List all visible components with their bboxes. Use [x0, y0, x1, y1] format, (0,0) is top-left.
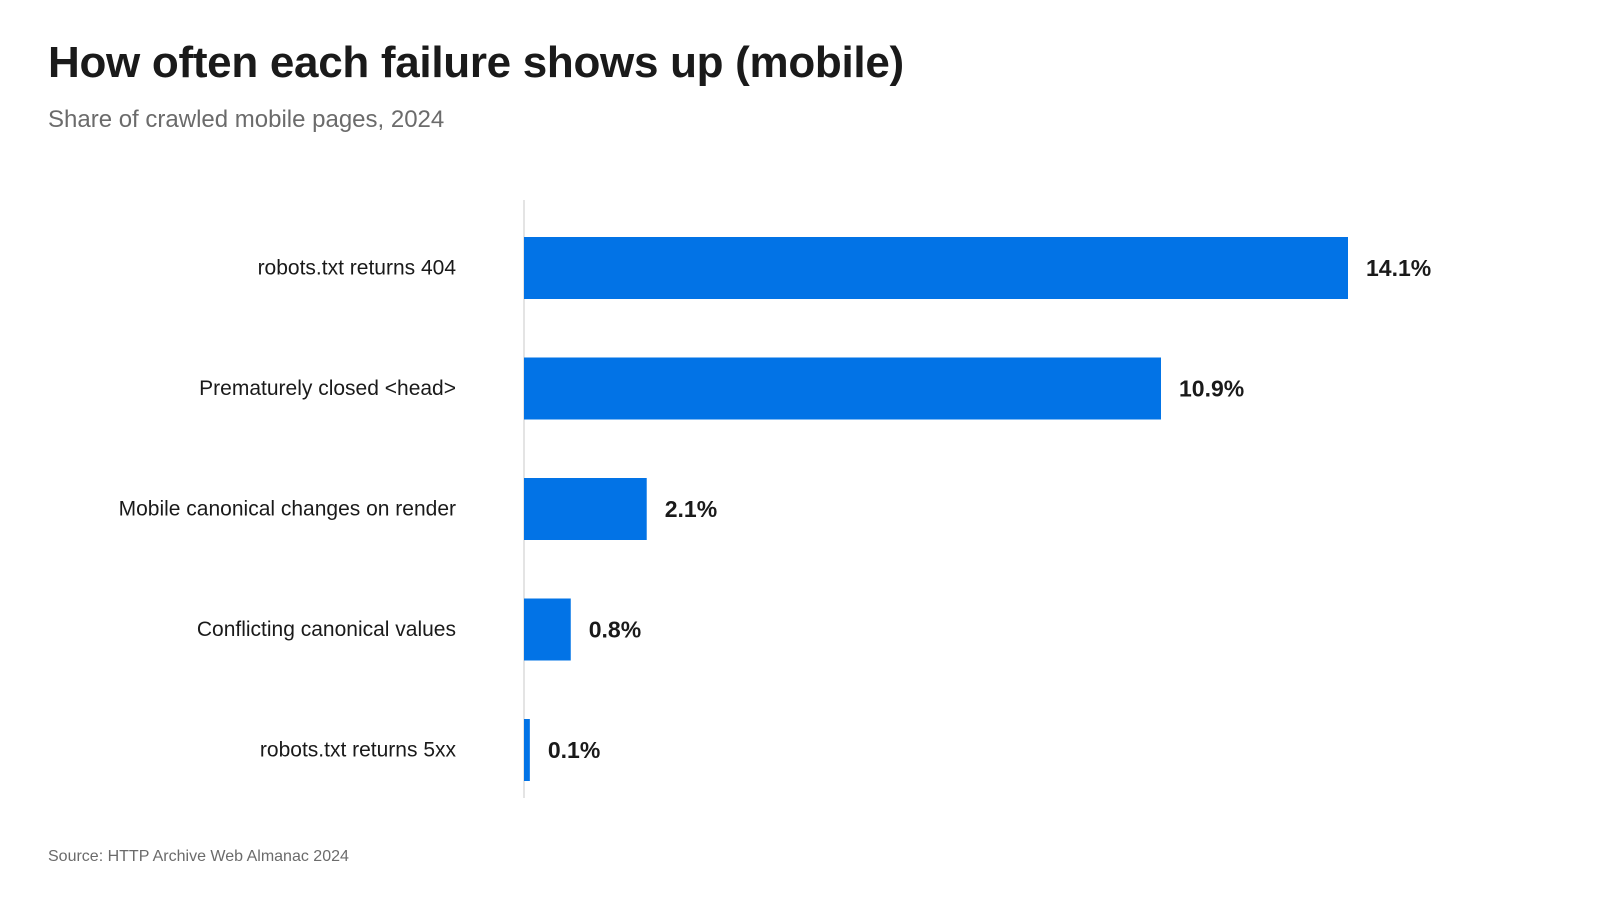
- category-label: Conflicting canonical values: [197, 618, 456, 641]
- source-note: Source: HTTP Archive Web Almanac 2024: [48, 848, 349, 865]
- bar-row: Conflicting canonical values 0.8%: [197, 598, 641, 661]
- value-label: 10.9%: [1179, 376, 1244, 402]
- bar-row: robots.txt returns 5xx 0.1%: [260, 719, 600, 781]
- chart-title: How often each failure shows up (mobile): [48, 38, 904, 87]
- bar: [524, 719, 530, 781]
- category-label: Mobile canonical changes on render: [119, 498, 456, 521]
- bar-row: Prematurely closed <head> 10.9%: [199, 357, 1244, 420]
- value-label: 0.1%: [548, 737, 600, 763]
- bar: [524, 237, 1348, 299]
- bar-row: Mobile canonical changes on render 2.1%: [119, 478, 717, 540]
- chart-subtitle: Share of crawled mobile pages, 2024: [48, 106, 445, 133]
- category-label: robots.txt returns 5xx: [260, 739, 457, 762]
- bar: [524, 478, 647, 540]
- value-label: 0.8%: [589, 617, 641, 643]
- bar-row: robots.txt returns 404 14.1%: [258, 237, 1431, 299]
- bars-group: robots.txt returns 404 14.1% Prematurely c…: [119, 237, 1431, 781]
- value-label: 2.1%: [665, 496, 717, 522]
- bar: [524, 598, 571, 661]
- category-label: robots.txt returns 404: [258, 257, 457, 280]
- value-label: 14.1%: [1366, 255, 1431, 281]
- category-label: Prematurely closed <head>: [199, 377, 456, 400]
- bar: [524, 357, 1161, 420]
